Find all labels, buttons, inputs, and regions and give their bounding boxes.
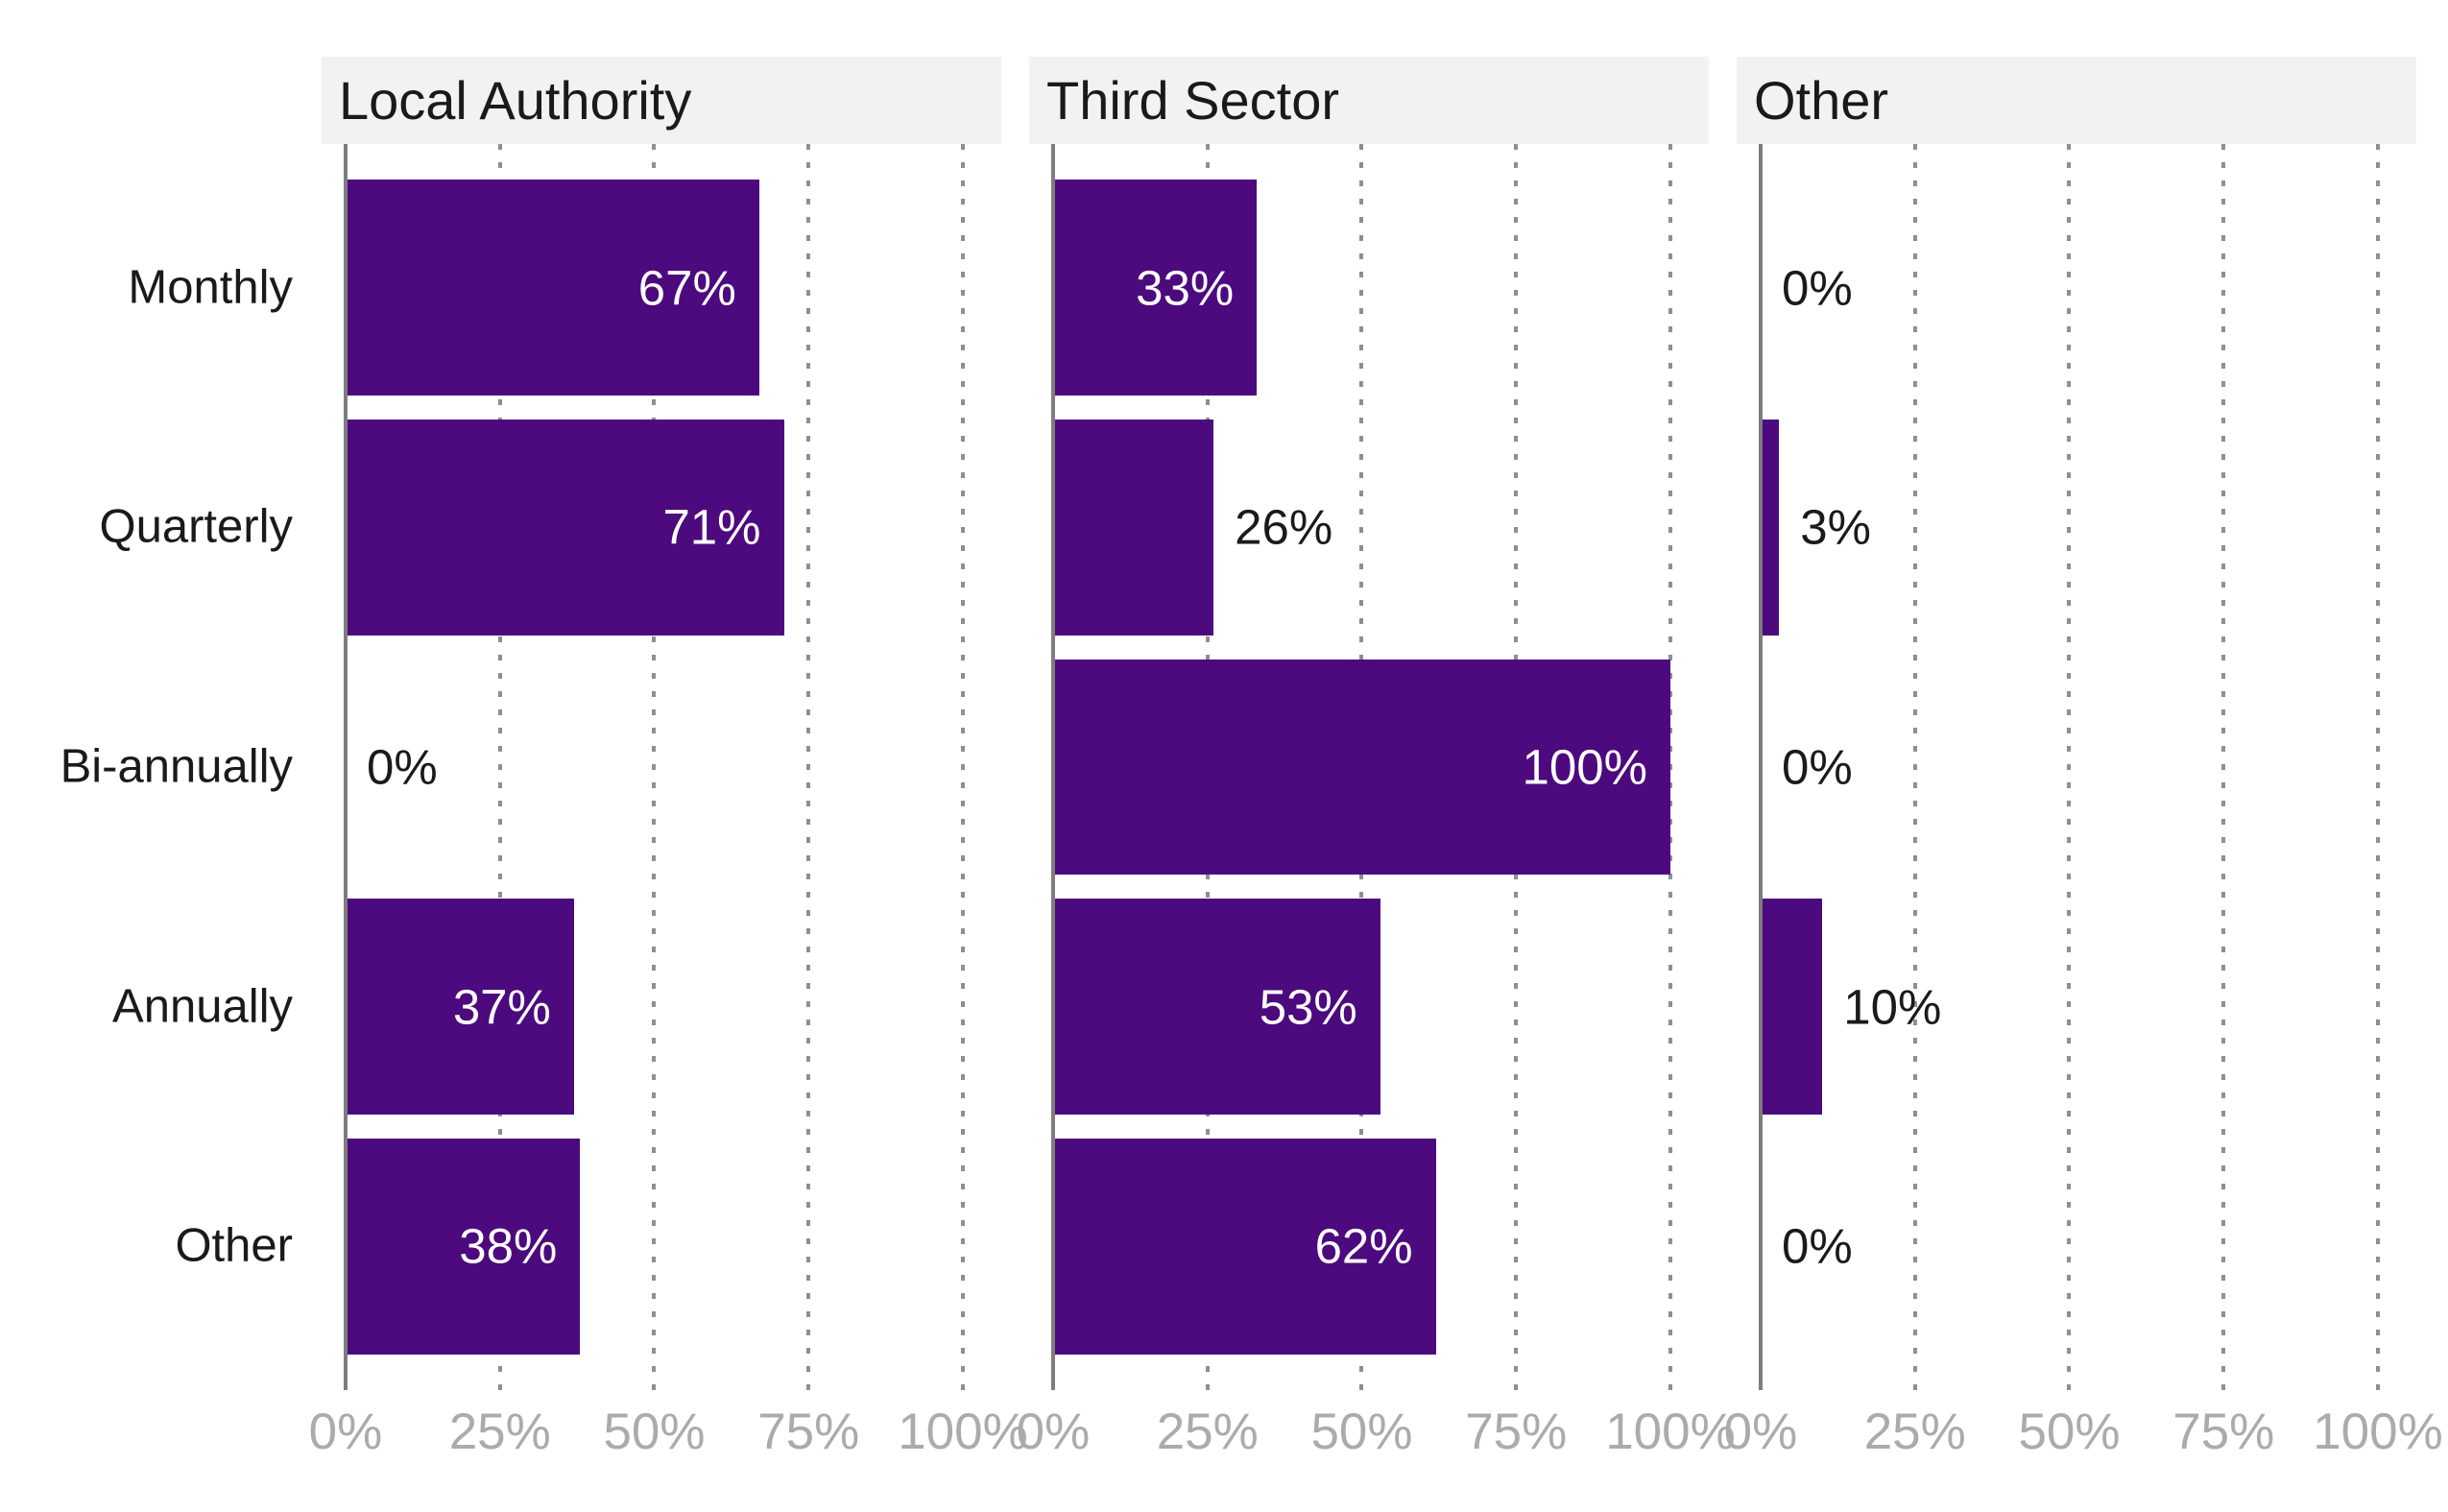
plot-area: 33% 26% 100% 53% 62% (1029, 144, 1709, 1390)
x-tick-label: 100% (898, 1404, 1028, 1460)
bar-value-label: 3% (1800, 499, 1871, 555)
facet-strip: Other (1737, 57, 2416, 144)
bar-value-label: 100% (1522, 739, 1647, 795)
x-tick-label: 25% (1156, 1404, 1259, 1460)
major-gridline (2375, 144, 2380, 1390)
bar (345, 420, 784, 636)
facet-panel-other: Other 0% 3% 0% 10% 0% 0% 25% 50% 75% 100% (1724, 0, 2443, 1512)
bar-value-label: 0% (1781, 739, 1853, 795)
x-tick-label: 50% (2018, 1404, 2121, 1460)
facet-title: Third Sector (1046, 69, 1339, 131)
major-gridline (960, 144, 965, 1390)
x-tick-label: 75% (757, 1404, 860, 1460)
bar-value-label: 0% (366, 739, 438, 795)
facet-panel-local-authority: Local Authority 67% 71% 0% 37% 38% 0% 25% 50% 7… (309, 0, 1028, 1512)
y-axis-line (1758, 144, 1763, 1390)
facet-panel-third-sector: Third Sector 33% 26% 100% 53% 62% 0% 25% 50% 75… (1017, 0, 1736, 1512)
bar-value-label: 38% (459, 1218, 558, 1274)
major-gridline (652, 144, 657, 1390)
bar (1052, 659, 1670, 876)
plot-area: 67% 71% 0% 37% 38% (322, 144, 1001, 1390)
category-label: Other (175, 1219, 293, 1272)
x-tick-label: 0% (1723, 1404, 1798, 1460)
major-gridline (1912, 144, 1917, 1390)
bar (1760, 420, 1780, 636)
category-label: Monthly (128, 261, 293, 314)
major-gridline (2067, 144, 2072, 1390)
facet-strip: Third Sector (1029, 57, 1709, 144)
x-tick-label: 50% (603, 1404, 706, 1460)
major-gridline (806, 144, 811, 1390)
x-tick-label: 25% (1863, 1404, 1966, 1460)
category-label: Quarterly (99, 500, 293, 553)
bar (1760, 899, 1823, 1115)
major-gridline (1668, 144, 1672, 1390)
x-tick-label: 25% (448, 1404, 551, 1460)
facet-title: Other (1754, 69, 1889, 131)
bar-value-label: 26% (1235, 499, 1333, 555)
bar (345, 1138, 581, 1355)
bar-value-label: 67% (637, 260, 736, 316)
x-tick-label: 0% (1016, 1404, 1091, 1460)
major-gridline (2221, 144, 2226, 1390)
x-axis: 0% 25% 50% 75% 100% (1724, 1390, 2443, 1476)
bar-value-label: 0% (1781, 260, 1853, 316)
x-tick-label: 50% (1310, 1404, 1413, 1460)
y-axis-line (343, 144, 348, 1390)
bar (345, 180, 759, 396)
bar-value-label: 33% (1136, 260, 1235, 316)
x-tick-label: 75% (1465, 1404, 1568, 1460)
bar (345, 899, 574, 1115)
bar-value-label: 10% (1843, 979, 1942, 1035)
bar (1052, 420, 1214, 636)
x-axis: 0% 25% 50% 75% 100% (1017, 1390, 1736, 1476)
bar-value-label: 37% (452, 979, 551, 1035)
bar (1052, 1138, 1436, 1355)
x-tick-label: 100% (1605, 1404, 1736, 1460)
bar-value-label: 0% (1781, 1218, 1853, 1274)
bar (1052, 899, 1380, 1115)
facet-strip: Local Authority (322, 57, 1001, 144)
x-axis: 0% 25% 50% 75% 100% (309, 1390, 1028, 1476)
bar (1052, 180, 1258, 396)
bar-value-label: 53% (1259, 979, 1357, 1035)
facet-title: Local Authority (339, 69, 692, 131)
x-tick-label: 0% (308, 1404, 383, 1460)
major-gridline (497, 144, 502, 1390)
y-axis-line (1050, 144, 1055, 1390)
bar-value-label: 62% (1314, 1218, 1413, 1274)
plot-area: 0% 3% 0% 10% 0% (1737, 144, 2416, 1390)
category-label: Annually (112, 980, 293, 1033)
x-tick-label: 75% (2172, 1404, 2275, 1460)
category-label: Bi-annually (60, 740, 293, 793)
bar-value-label: 71% (662, 499, 761, 555)
x-tick-label: 100% (2313, 1404, 2443, 1460)
y-axis-category-labels: Monthly Quarterly Bi-annually Annually Other (0, 0, 322, 1512)
